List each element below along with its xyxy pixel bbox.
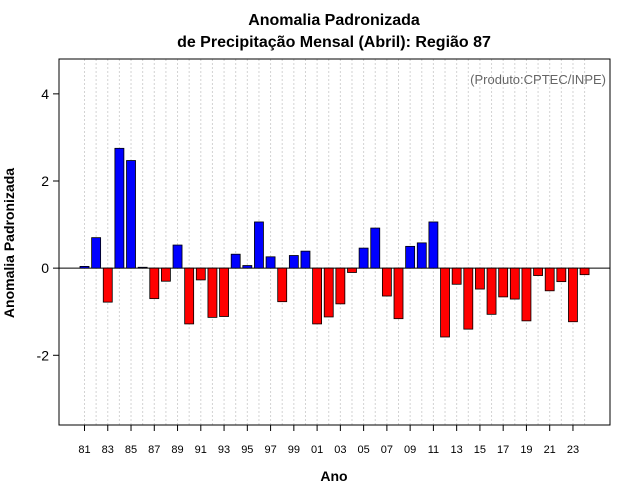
bar-2012 [440, 267, 450, 338]
chart-title-line2: de Precipitação Mensal (Abril): Região 8… [177, 34, 491, 51]
bar-2022 [556, 267, 567, 283]
x-tick-label: 11 [428, 444, 439, 456]
bar-2018 [509, 267, 520, 300]
chart-title-line1: Anomalia Padronizada [248, 12, 420, 29]
bar-1996 [254, 221, 264, 269]
bar-1984 [114, 147, 125, 269]
bar-2024 [579, 267, 590, 276]
plot-frame [58, 58, 611, 426]
x-tick-label: 23 [567, 444, 579, 456]
bar-2000 [300, 250, 311, 269]
x-tick-label: 05 [357, 444, 369, 456]
x-tick-label: 95 [241, 444, 253, 456]
bar-2023 [568, 267, 578, 323]
vertical-gridlines [84, 59, 586, 425]
x-tick-label: 99 [288, 444, 300, 456]
bar-1999 [288, 255, 299, 269]
bar-1992 [207, 267, 218, 318]
bar-1995 [242, 265, 253, 269]
bar-1988 [161, 267, 171, 282]
x-tick-label: 87 [148, 444, 160, 456]
bar-2017 [498, 267, 509, 298]
bar-2010 [416, 242, 427, 269]
bar-1990 [184, 267, 195, 325]
x-tick-label: 81 [78, 444, 90, 456]
bar-1986 [137, 266, 148, 269]
x-tick-label: 03 [334, 444, 346, 456]
x-tick-label: 07 [381, 444, 393, 456]
bar-1982 [91, 237, 102, 269]
bar-2006 [370, 227, 381, 269]
y-tick-label: 0 [41, 260, 49, 276]
bar-2014 [463, 267, 474, 330]
bar-2013 [451, 267, 462, 285]
bar-1983 [102, 267, 113, 303]
bar-2002 [323, 267, 334, 318]
bar-1997 [265, 256, 276, 269]
x-tick-label: 15 [474, 444, 486, 456]
bar-2008 [393, 267, 404, 320]
x-tick-label: 89 [171, 444, 183, 456]
bar-2007 [381, 267, 392, 297]
y-tick-label: -2 [37, 347, 50, 363]
bar-2016 [486, 267, 497, 315]
bar-2001 [312, 267, 323, 325]
x-tick-label: 09 [404, 444, 416, 456]
bar-2011 [428, 221, 439, 269]
x-axis-label: Ano [320, 468, 347, 484]
x-tick-label: 13 [451, 444, 463, 456]
bar-2003 [335, 267, 346, 305]
x-tick-label: 17 [497, 444, 509, 456]
bars [79, 147, 590, 338]
x-tick-label: 93 [218, 444, 230, 456]
x-tick-label: 01 [311, 444, 323, 456]
bar-1987 [149, 267, 160, 300]
y-tick-label: 4 [41, 86, 49, 102]
product-annotation: (Produto:CPTEC/INPE) [470, 72, 606, 87]
bar-1989 [172, 244, 183, 269]
y-tick-label: 2 [41, 173, 49, 189]
bar-1985 [126, 160, 136, 269]
x-tick-label: 21 [544, 444, 556, 456]
y-axis-label: Anomalia Padronizada [1, 168, 17, 318]
bar-2019 [521, 267, 532, 322]
x-axis: 81 83 85 87 89 91 93 95 97 99 01 03 05 07 09 11 13 15 17 19… [78, 425, 579, 456]
x-tick-label: 19 [520, 444, 532, 456]
bar-2009 [405, 245, 416, 269]
x-tick-label: 85 [125, 444, 137, 456]
x-tick-label: 83 [102, 444, 114, 456]
bar-2021 [544, 267, 555, 292]
bar-2015 [475, 267, 485, 290]
bar-1991 [195, 267, 206, 281]
bar-2020 [533, 267, 543, 276]
bar-2004 [347, 267, 357, 273]
x-tick-label: 97 [264, 444, 276, 456]
x-tick-label: 91 [195, 444, 207, 456]
bar-1998 [277, 267, 288, 303]
bar-1993 [219, 267, 229, 317]
bar-1981 [79, 265, 90, 269]
bar-2005 [358, 247, 369, 269]
y-axis: -2 0 2 4 [37, 86, 59, 363]
bar-1994 [230, 253, 241, 269]
